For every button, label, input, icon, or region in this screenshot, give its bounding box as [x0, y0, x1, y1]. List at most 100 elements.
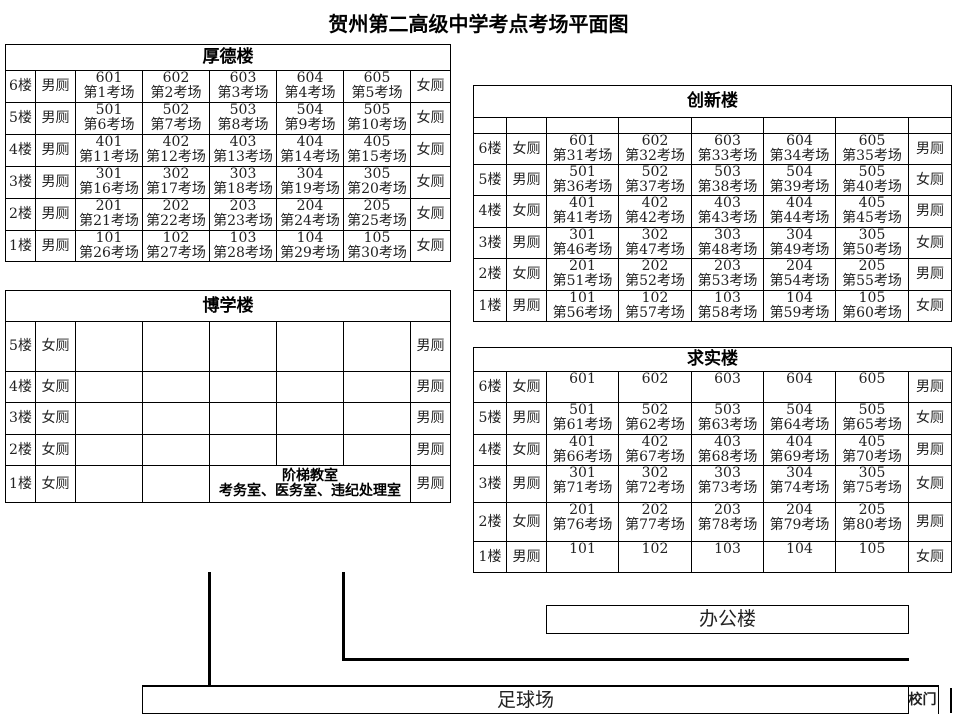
building-name: 博学楼 [5, 290, 451, 322]
exam-room: 602 [618, 371, 692, 403]
exam-room [276, 402, 344, 435]
floor-row: 1楼 女厕 阶梯教室 考务室、医务室、违纪处理室 男厕 [5, 465, 451, 503]
exam-room: 505 第40考场 [835, 164, 909, 196]
empty-cell [546, 117, 619, 134]
exam-number: 第17考场 [146, 181, 206, 197]
exam-room [343, 402, 411, 435]
exam-room: 201 第76考场 [546, 502, 619, 542]
exam-number: 第79考场 [769, 517, 830, 533]
restroom-right: 男厕 [908, 133, 952, 165]
exam-room [75, 434, 143, 466]
exam-room [343, 434, 411, 466]
room-number: 102 [162, 230, 190, 246]
room-number: 103 [229, 230, 257, 246]
room-number: 604 [296, 70, 324, 86]
restroom-left: 女厕 [35, 465, 76, 503]
exam-number: 第40考场 [842, 179, 902, 195]
room-number: 404 [786, 195, 813, 211]
exam-number: 第34考场 [769, 148, 830, 164]
exam-room: 604 [763, 371, 836, 403]
room-number: 101 [569, 541, 596, 557]
room-number: 104 [296, 230, 324, 246]
room-number: 302 [641, 227, 669, 243]
exam-room: 402 第12考场 [142, 134, 210, 167]
exam-room: 402 第67考场 [618, 434, 692, 466]
exam-room: 202 第52考场 [618, 258, 692, 291]
restroom-right: 女厕 [410, 102, 451, 135]
room-number: 101 [569, 290, 596, 306]
exam-room: 601 第1考场 [75, 70, 143, 103]
floor-row: 1楼 男厕 101 第56考场 102 第57考场 103 第58考场 104 第59考场 105 第… [473, 290, 952, 322]
exam-room: 204 第54考场 [763, 258, 836, 291]
room-number: 601 [569, 371, 596, 387]
exam-number: 第44考场 [769, 210, 830, 226]
exam-number: 第8考场 [217, 117, 269, 133]
exam-room: 603 第3考场 [209, 70, 277, 103]
floor-row: 4楼 女厕 401 第66考场 402 第67考场 403 第68考场 404 第69考场 405 第… [473, 434, 952, 466]
floor-label: 6楼 [473, 371, 507, 403]
exam-number: 第16考场 [79, 181, 139, 197]
exam-number: 第29考场 [280, 245, 340, 261]
exam-room: 103 第28考场 [209, 230, 277, 262]
exam-room [142, 371, 210, 403]
room-number: 204 [296, 198, 324, 214]
exam-room [276, 371, 344, 403]
special-room-label: 考务室、医务室、违纪处理室 [219, 483, 401, 499]
room-number: 204 [786, 258, 813, 274]
exam-number: 第11考场 [79, 149, 139, 165]
exam-room: 103 [691, 541, 764, 573]
restroom-right: 女厕 [410, 134, 451, 167]
exam-room: 405 第45考场 [835, 195, 909, 228]
restroom-left: 男厕 [506, 164, 547, 196]
exam-room: 201 第51考场 [546, 258, 619, 291]
exam-number: 第38考场 [697, 179, 758, 195]
restroom-left: 女厕 [506, 502, 547, 542]
exam-room: 204 第79考场 [763, 502, 836, 542]
floor-row: 5楼 男厕 501 第61考场 502 第62考场 503 第63考场 504 第64考场 505 第… [473, 402, 952, 435]
exam-room: 605 第5考场 [343, 70, 411, 103]
exam-room: 602 第32考场 [618, 133, 692, 165]
building-header-row: 创新楼 [473, 85, 952, 118]
special-rooms: 阶梯教室 考务室、医务室、违纪处理室 [209, 465, 411, 503]
exam-room: 203 第23考场 [209, 198, 277, 231]
exam-room: 302 第72考场 [618, 465, 692, 503]
exam-room: 401 第66考场 [546, 434, 619, 466]
exam-room [209, 402, 277, 435]
exam-number: 第23考场 [213, 213, 273, 229]
exam-room: 205 第25考场 [343, 198, 411, 231]
exam-room [142, 434, 210, 466]
room-number: 303 [229, 166, 257, 182]
exam-number: 第75考场 [842, 480, 902, 496]
restroom-right: 男厕 [410, 465, 451, 503]
room-number: 602 [162, 70, 190, 86]
restroom-left: 男厕 [506, 290, 547, 322]
restroom-left: 女厕 [35, 434, 76, 466]
exam-room: 603 第33考场 [691, 133, 764, 165]
exam-number: 第27考场 [146, 245, 206, 261]
exam-room: 402 第42考场 [618, 195, 692, 228]
exam-number: 第33考场 [697, 148, 758, 164]
room-number: 104 [786, 541, 813, 557]
exam-number: 第3考场 [217, 85, 269, 101]
room-number: 405 [858, 195, 886, 211]
exam-room: 104 第29考场 [276, 230, 344, 262]
exam-room: 403 第68考场 [691, 434, 764, 466]
room-number: 105 [363, 230, 391, 246]
empty-cell [835, 117, 909, 134]
empty-cell [618, 117, 692, 134]
exam-number: 第49考场 [769, 242, 830, 258]
exam-number: 第21考场 [79, 213, 139, 229]
room-number: 303 [714, 465, 741, 481]
restroom-left: 女厕 [506, 133, 547, 165]
path-line [950, 688, 952, 713]
exam-room [75, 321, 143, 372]
room-number: 403 [714, 195, 741, 211]
exam-room: 104 [763, 541, 836, 573]
room-number: 603 [229, 70, 257, 86]
restroom-right: 女厕 [410, 70, 451, 103]
room-number: 203 [229, 198, 257, 214]
floor-row: 1楼 男厕 101 第26考场 102 第27考场 103 第28考场 104 第29考场 105 第… [5, 230, 451, 262]
room-number: 501 [95, 102, 123, 118]
floor-label: 1楼 [473, 541, 507, 573]
room-number: 205 [363, 198, 391, 214]
